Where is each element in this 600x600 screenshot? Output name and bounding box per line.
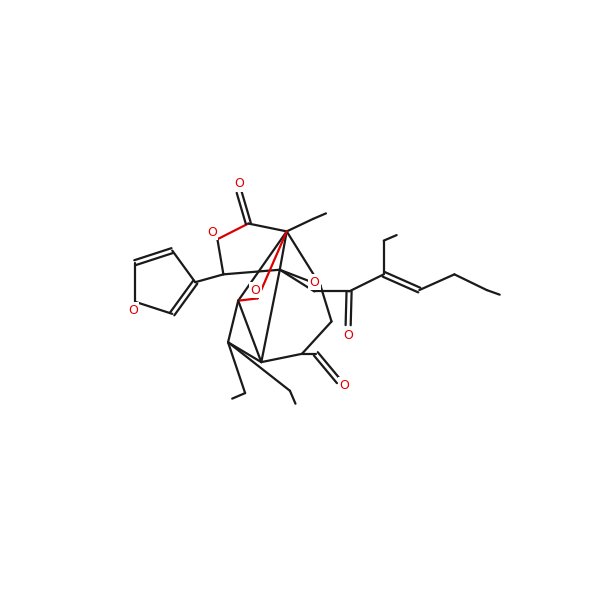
Text: O: O bbox=[310, 276, 319, 289]
Text: O: O bbox=[234, 178, 244, 190]
Text: O: O bbox=[343, 329, 353, 342]
Text: O: O bbox=[250, 284, 260, 296]
Text: O: O bbox=[207, 226, 217, 239]
Text: O: O bbox=[128, 304, 137, 317]
Text: O: O bbox=[340, 379, 349, 392]
